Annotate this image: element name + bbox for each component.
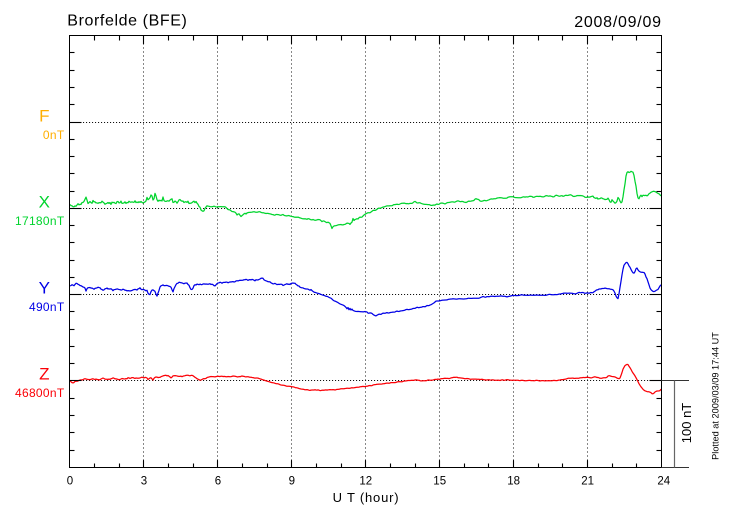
svg-text:3: 3 bbox=[141, 476, 147, 488]
svg-text:17180nT: 17180nT bbox=[15, 214, 65, 228]
svg-text:12: 12 bbox=[359, 476, 372, 488]
svg-text:2008/09/09: 2008/09/09 bbox=[574, 14, 662, 31]
svg-text:Y: Y bbox=[39, 278, 50, 297]
svg-text:15: 15 bbox=[433, 476, 446, 488]
svg-text:9: 9 bbox=[289, 476, 295, 488]
svg-text:0nT: 0nT bbox=[43, 128, 65, 142]
svg-text:21: 21 bbox=[581, 476, 594, 488]
svg-text:Z: Z bbox=[39, 364, 49, 383]
svg-text:Brorfelde (BFE): Brorfelde (BFE) bbox=[67, 13, 187, 30]
svg-text:18: 18 bbox=[507, 476, 520, 488]
svg-text:100 nT: 100 nT bbox=[679, 403, 694, 444]
svg-text:0: 0 bbox=[67, 476, 73, 488]
svg-text:490nT: 490nT bbox=[29, 300, 65, 314]
svg-text:U T (hour): U T (hour) bbox=[333, 490, 400, 505]
svg-text:X: X bbox=[39, 192, 50, 211]
svg-text:Plotted at 2009/03/09 17:44 UT: Plotted at 2009/03/09 17:44 UT bbox=[711, 332, 721, 460]
svg-text:F: F bbox=[39, 106, 49, 125]
svg-text:46800nT: 46800nT bbox=[15, 386, 65, 400]
svg-text:24: 24 bbox=[657, 476, 670, 488]
svg-text:6: 6 bbox=[215, 476, 221, 488]
